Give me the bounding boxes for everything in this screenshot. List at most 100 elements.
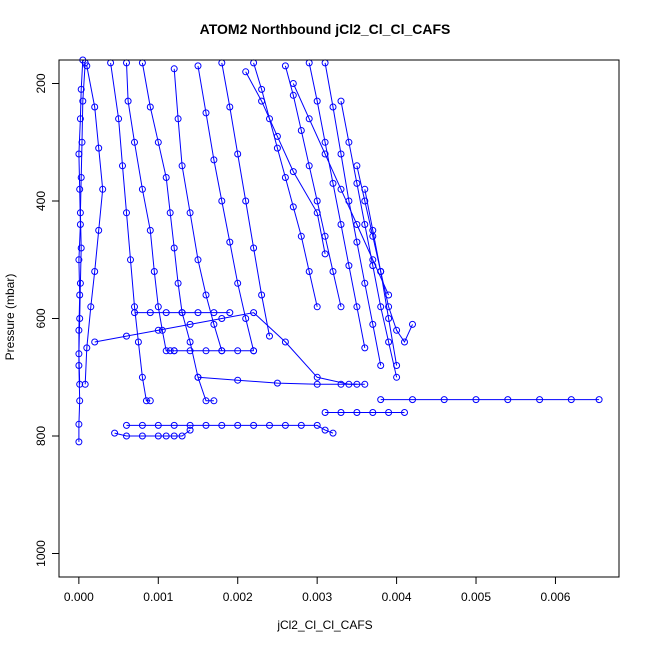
data-point [440,396,448,404]
series-4 [107,59,154,405]
data-point [369,409,377,416]
series-3 [81,62,107,388]
data-point [345,138,353,146]
data-point [242,315,250,322]
data-point [154,326,162,334]
data-point [124,97,132,105]
series-line [308,62,366,348]
data-point [401,409,408,416]
y-tick-label: 800 [34,426,48,446]
data-point [123,332,130,340]
data-point [377,362,385,369]
data-point [174,115,182,123]
data-point [297,127,305,134]
series-9 [218,59,273,340]
data-point [131,309,138,317]
data-point [242,197,250,205]
data-point [76,115,84,123]
series-line [324,62,382,366]
data-point [409,396,416,404]
data-point [353,179,361,187]
series-line [94,312,365,385]
data-point [353,238,361,246]
data-point [123,209,130,217]
series-line [126,424,334,434]
series-line [197,65,255,351]
data-point [226,309,234,317]
data-point [77,174,85,181]
data-point [385,338,393,346]
data-point [202,397,210,405]
data-point [504,396,512,404]
data-point [234,421,242,429]
series-line [110,62,151,402]
data-point [361,380,369,388]
data-point [75,420,83,428]
data-point [87,303,95,311]
data-point [281,174,289,181]
series-line [253,62,318,307]
data-point [273,144,281,152]
plot-frame [58,59,620,578]
data-point [250,309,258,317]
data-point [297,421,305,429]
data-point [258,85,266,93]
y-axis: 200 400 600 800 1000 [34,73,60,567]
data-point [210,320,218,328]
data-point [146,226,154,234]
data-point [361,279,369,287]
data-point [186,209,194,217]
y-tick-label: 600 [34,308,48,328]
data-point [83,344,91,352]
series-23 [131,309,234,317]
data-point [289,168,297,176]
series-line [292,83,390,296]
data-point [313,373,321,381]
chart-title: ATOM2 Northbound jCl2_Cl_Cl_CAFS [199,21,451,37]
data-point [178,309,186,317]
data-point [91,338,99,346]
series-10 [250,59,321,311]
data-point [393,326,401,334]
series-18 [194,373,361,388]
data-point [186,338,194,346]
data-point [385,315,393,322]
series-line [356,165,413,344]
series-22 [321,409,408,416]
data-point [79,97,87,105]
data-point [361,221,369,228]
data-point [321,138,329,146]
data-point [170,347,178,355]
data-point [321,426,329,434]
data-point [77,85,85,93]
data-point [154,432,162,440]
series-24 [170,347,258,355]
data-point [138,421,146,429]
data-point [369,226,377,234]
data-point [170,432,178,440]
series-13 [321,59,385,369]
data-point [99,185,107,193]
data-point [242,68,250,76]
series-line [141,62,214,402]
x-tick-label: 0.005 [461,590,491,604]
series-line [78,59,84,442]
data-point [154,303,162,311]
data-point [266,332,273,340]
data-point [266,421,273,429]
data-point [353,303,361,311]
data-point [83,62,91,70]
data-point [119,162,126,170]
data-point [353,221,361,228]
data-point [75,438,83,446]
data-point [162,432,170,440]
data-point [321,150,329,158]
data-point [91,103,99,111]
series-line [84,65,104,385]
data-point [210,309,218,317]
data-point [377,303,385,311]
data-point [337,185,345,193]
data-point [361,344,369,352]
data-point [170,421,178,429]
data-point [273,132,281,140]
